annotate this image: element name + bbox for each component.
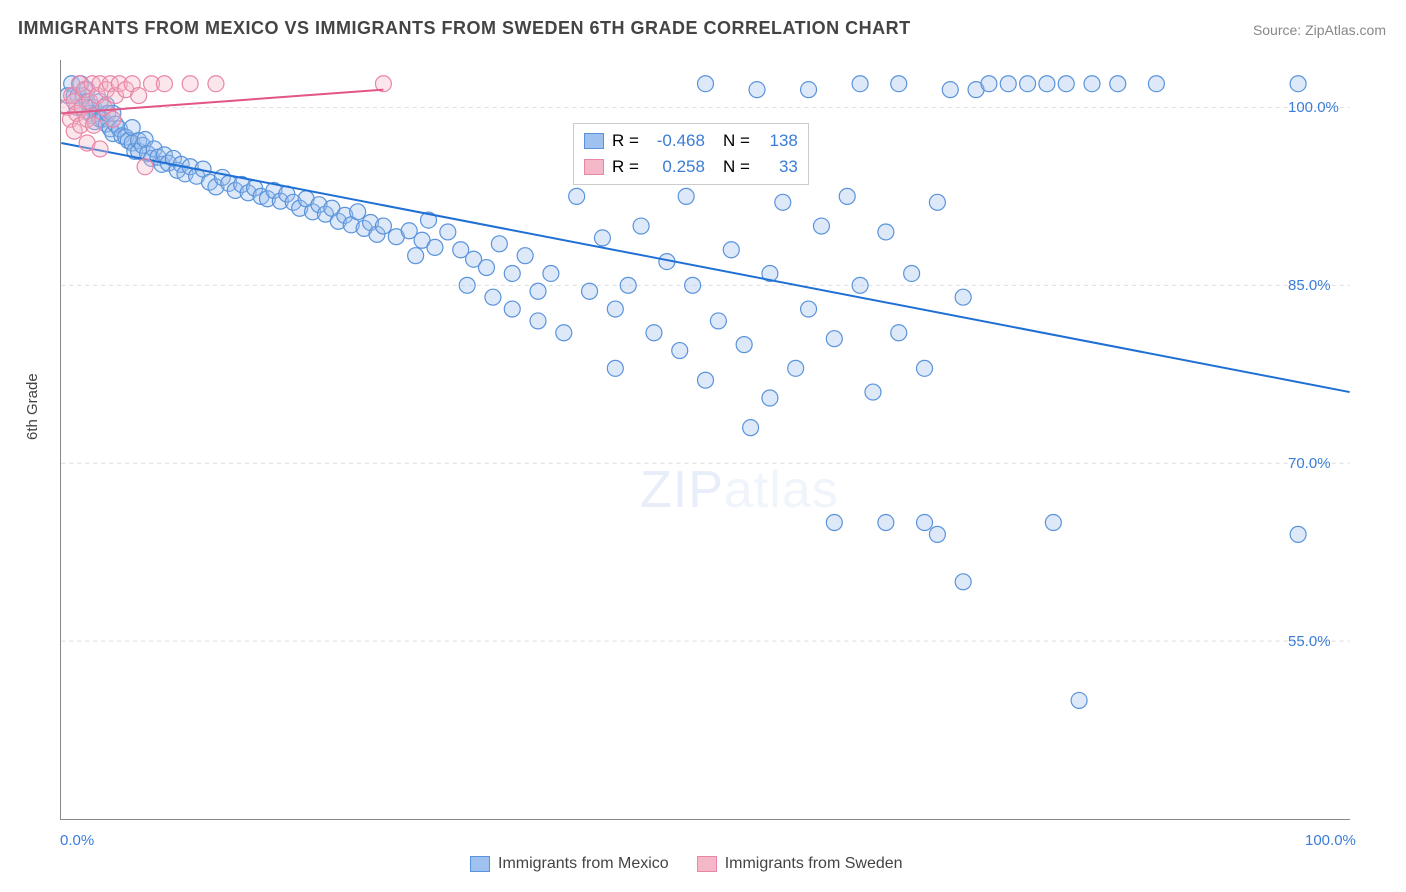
legend-item-sweden: Immigrants from Sweden [697,855,903,873]
legend-swatch-mexico [470,856,490,872]
chart-container: IMMIGRANTS FROM MEXICO VS IMMIGRANTS FRO… [0,0,1406,892]
legend-item-mexico: Immigrants from Mexico [470,855,669,873]
y-tick-label: 85.0% [1288,277,1331,294]
stats-row-mexico: R = -0.468 N = 138 [584,128,798,154]
source-attribution: Source: ZipAtlas.com [1253,22,1386,38]
swatch-sweden [584,159,604,175]
swatch-mexico [584,133,604,149]
stats-legend-box: R = -0.468 N = 138 R = 0.258 N = 33 [573,123,809,185]
y-tick-label: 55.0% [1288,633,1331,650]
x-tick-label: 0.0% [60,832,94,849]
legend-bottom: Immigrants from Mexico Immigrants from S… [470,855,903,873]
stats-row-sweden: R = 0.258 N = 33 [584,154,798,180]
x-tick-label: 100.0% [1305,832,1356,849]
legend-swatch-sweden [697,856,717,872]
chart-area: ZIPatlas R = -0.468 N = 138 R = 0.258 N … [60,60,1350,820]
chart-title: IMMIGRANTS FROM MEXICO VS IMMIGRANTS FRO… [18,18,911,39]
y-tick-label: 100.0% [1288,99,1339,116]
y-tick-label: 70.0% [1288,455,1331,472]
y-axis-title: 6th Grade [24,373,41,440]
